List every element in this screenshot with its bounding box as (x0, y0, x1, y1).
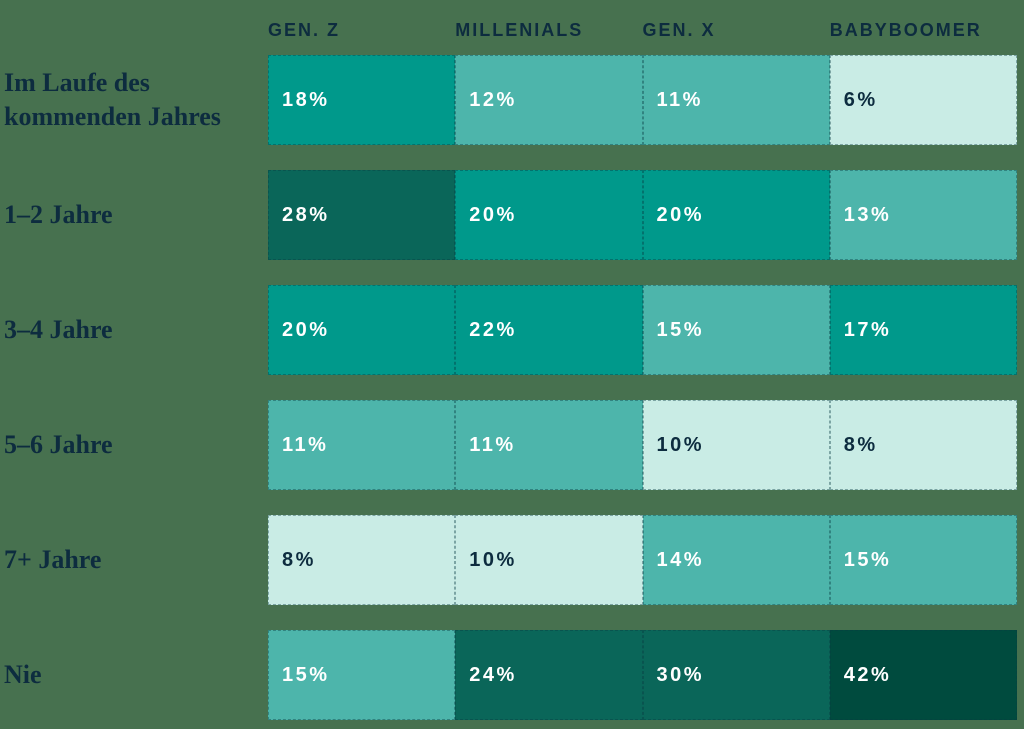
cell-value: 11% (282, 433, 329, 456)
cell-value: 11% (656, 88, 703, 111)
cell-value: 13% (843, 203, 892, 226)
cell-value: 8% (282, 548, 316, 571)
column-headers: GEN. Z MILLENIALS GEN. X BABYBOOMER (268, 20, 1017, 55)
cell-value: 10% (656, 433, 705, 456)
cell-value: 8% (843, 433, 878, 456)
heatmap-cell: 13% (829, 170, 1017, 260)
row-label: Im Laufe des kommenden Jahres (4, 68, 221, 131)
row-label: 3–4 Jahre (4, 315, 113, 345)
heatmap-cell: 11% (455, 400, 643, 490)
row-label: 7+ Jahre (4, 545, 102, 575)
column-header: GEN. Z (268, 20, 341, 40)
heatmap-cell: 10% (642, 400, 830, 490)
cell-value: 42% (843, 663, 892, 686)
cell-value: 22% (469, 318, 517, 341)
heatmap-cell: 22% (455, 285, 643, 375)
heatmap-cell: 20% (268, 285, 456, 375)
row-label: 1–2 Jahre (4, 200, 113, 230)
row-label: 5–6 Jahre (4, 430, 113, 460)
heatmap-row: 3–4 Jahre 20% 22% 15% 17% (0, 285, 1017, 375)
heatmap-cell: 14% (642, 515, 830, 605)
cell-value: 15% (656, 318, 705, 341)
heatmap-cell: 17% (829, 285, 1017, 375)
cell-value: 11% (469, 433, 516, 456)
heatmap-cell: 11% (642, 55, 830, 145)
heatmap-cell: 15% (642, 285, 830, 375)
heatmap-cell: 8% (268, 515, 456, 605)
heatmap-cell: 28% (268, 170, 456, 260)
heatmap-cell: 20% (642, 170, 830, 260)
heatmap-row: 5–6 Jahre 11% 11% 10% 8% (0, 400, 1017, 490)
column-header: GEN. X (642, 20, 716, 40)
cell-value: 6% (843, 88, 878, 111)
cell-value: 28% (282, 203, 330, 226)
heatmap-grid: Im Laufe des kommenden Jahres 18% 12% 11% 6%… (0, 55, 1017, 720)
column-header: BABYBOOMER (829, 20, 982, 40)
heatmap-cell: 12% (455, 55, 643, 145)
heatmap-cell: 24% (455, 630, 643, 720)
heatmap-cell: 20% (455, 170, 643, 260)
cell-value: 10% (469, 548, 517, 571)
cell-value: 17% (843, 318, 892, 341)
heatmap-cell: 15% (829, 515, 1017, 605)
cell-value: 12% (469, 88, 517, 111)
heatmap-cell: 6% (829, 55, 1017, 145)
heatmap-cell: 15% (268, 630, 456, 720)
heatmap-cell: 10% (455, 515, 643, 605)
heatmap-cell: 42% (829, 630, 1017, 720)
heatmap-cell: 8% (829, 400, 1017, 490)
heatmap-cell: 11% (268, 400, 456, 490)
cell-value: 20% (469, 203, 517, 226)
heatmap-cell: 30% (642, 630, 830, 720)
column-header: MILLENIALS (455, 20, 584, 40)
cell-value: 14% (656, 548, 705, 571)
cell-value: 20% (656, 203, 705, 226)
heatmap-row: 1–2 Jahre 28% 20% 20% 13% (0, 170, 1017, 260)
heatmap-cell: 18% (268, 55, 456, 145)
cell-value: 15% (282, 663, 330, 686)
cell-value: 30% (656, 663, 705, 686)
row-label: Nie (4, 660, 42, 690)
cell-value: 18% (282, 88, 330, 111)
heatmap-row: Im Laufe des kommenden Jahres 18% 12% 11% 6% (0, 55, 1017, 145)
cell-value: 15% (843, 548, 892, 571)
heatmap-row: Nie 15% 24% 30% 42% (0, 630, 1017, 720)
heatmap-row: 7+ Jahre 8% 10% 14% 15% (0, 515, 1017, 605)
cell-value: 24% (469, 663, 517, 686)
cell-value: 20% (282, 318, 330, 341)
